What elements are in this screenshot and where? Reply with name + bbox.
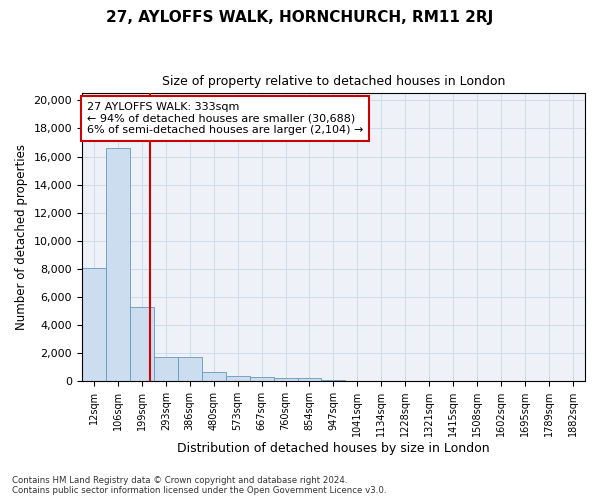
Title: Size of property relative to detached houses in London: Size of property relative to detached ho… [162,75,505,88]
Bar [154,356,178,381]
Bar [178,356,202,381]
Text: 27 AYLOFFS WALK: 333sqm
← 94% of detached houses are smaller (30,688)
6% of semi: 27 AYLOFFS WALK: 333sqm ← 94% of detache… [87,102,364,135]
Y-axis label: Number of detached properties: Number of detached properties [15,144,28,330]
Text: 27, AYLOFFS WALK, HORNCHURCH, RM11 2RJ: 27, AYLOFFS WALK, HORNCHURCH, RM11 2RJ [106,10,494,25]
Bar [274,378,298,381]
Bar [82,268,106,381]
Bar [202,372,226,381]
Bar [226,376,250,381]
Bar [250,378,274,381]
X-axis label: Distribution of detached houses by size in London: Distribution of detached houses by size … [177,442,490,455]
Bar [106,148,130,381]
Text: Contains HM Land Registry data © Crown copyright and database right 2024.
Contai: Contains HM Land Registry data © Crown c… [12,476,386,495]
Bar [298,378,322,381]
Bar [322,380,346,381]
Bar [130,308,154,381]
